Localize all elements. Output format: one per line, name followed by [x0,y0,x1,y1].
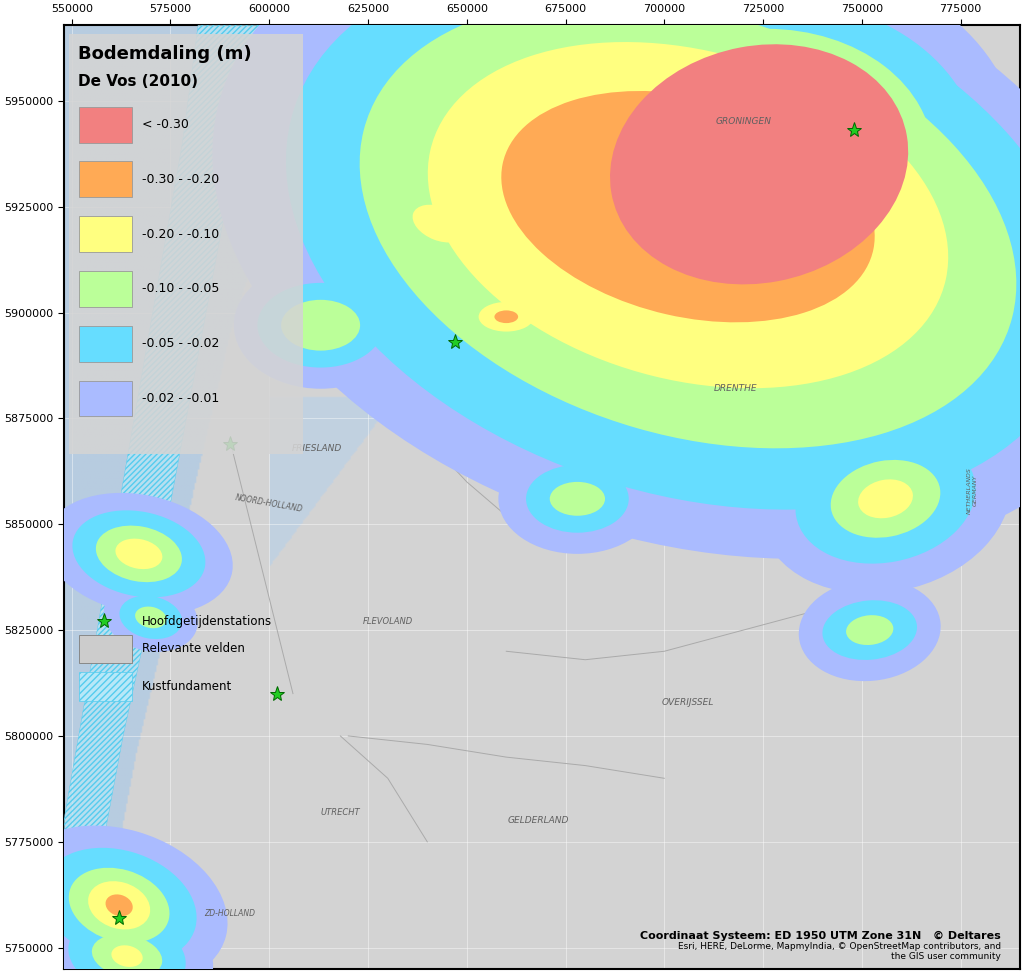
Ellipse shape [326,140,553,307]
Ellipse shape [286,0,1024,510]
Ellipse shape [10,825,227,973]
Ellipse shape [92,934,162,973]
Ellipse shape [601,29,933,283]
Text: -0.10 - -0.05: -0.10 - -0.05 [142,282,219,296]
Text: FRIESLAND: FRIESLAND [292,444,342,452]
Ellipse shape [633,58,886,245]
Text: GELDERLAND: GELDERLAND [507,816,568,825]
FancyBboxPatch shape [69,34,303,454]
Ellipse shape [212,0,1024,559]
Ellipse shape [96,525,182,582]
Ellipse shape [380,249,633,384]
Ellipse shape [355,162,522,284]
Text: -0.30 - -0.20: -0.30 - -0.20 [142,173,219,186]
Ellipse shape [420,270,593,363]
Text: -0.20 - -0.10: -0.20 - -0.10 [142,228,219,240]
Ellipse shape [478,302,534,332]
Ellipse shape [822,600,918,660]
Ellipse shape [502,91,874,322]
Text: Esri, HERE, DeLorme, MapmyIndia, © OpenStreetMap contributors, and
the GIS user : Esri, HERE, DeLorme, MapmyIndia, © OpenS… [678,942,1000,961]
Text: UTRECHT: UTRECHT [321,808,360,816]
Ellipse shape [112,946,142,967]
FancyBboxPatch shape [79,380,132,416]
Ellipse shape [359,0,1017,449]
Ellipse shape [550,482,605,516]
Text: ZD-HOLLAND: ZD-HOLLAND [204,910,255,919]
FancyBboxPatch shape [79,216,132,252]
Polygon shape [63,24,269,969]
Ellipse shape [858,480,913,519]
Ellipse shape [796,434,976,563]
Text: Relevante velden: Relevante velden [142,642,245,655]
Ellipse shape [413,204,466,242]
Text: NOORD-HOLLAND: NOORD-HOLLAND [234,492,304,514]
Ellipse shape [45,493,232,615]
Ellipse shape [830,460,940,538]
Ellipse shape [88,882,151,929]
Ellipse shape [462,7,978,381]
FancyBboxPatch shape [79,271,132,306]
Ellipse shape [386,186,493,262]
Ellipse shape [799,579,941,681]
Text: DRENTHE: DRENTHE [714,384,757,393]
Ellipse shape [428,42,948,388]
Ellipse shape [69,868,170,943]
Text: -0.02 - -0.01: -0.02 - -0.01 [142,392,219,405]
Ellipse shape [546,0,1020,342]
Ellipse shape [526,465,629,532]
Text: -0.05 - -0.02: -0.05 - -0.02 [142,338,219,350]
Ellipse shape [135,606,166,629]
Ellipse shape [451,287,561,346]
FancyBboxPatch shape [79,672,132,701]
Text: < -0.30: < -0.30 [142,118,189,131]
Ellipse shape [569,0,980,321]
Ellipse shape [103,583,198,652]
Text: Bodemdaling (m): Bodemdaling (m) [78,46,252,63]
Ellipse shape [69,917,185,973]
Text: FLEVOLAND: FLEVOLAND [362,617,413,626]
Ellipse shape [672,96,814,198]
Ellipse shape [412,0,1024,430]
Ellipse shape [233,262,408,389]
Ellipse shape [41,895,213,973]
Ellipse shape [495,310,518,323]
FancyBboxPatch shape [79,634,132,663]
Ellipse shape [120,595,182,639]
Text: Hoofdgetijdenstations: Hoofdgetijdenstations [142,615,272,628]
Ellipse shape [760,404,1011,594]
Ellipse shape [73,511,206,597]
Ellipse shape [610,44,908,284]
Text: NETHERLANDS
GERMANY: NETHERLANDS GERMANY [967,467,978,514]
Ellipse shape [42,847,197,963]
FancyBboxPatch shape [79,326,132,362]
Text: De Vos (2010): De Vos (2010) [78,74,199,89]
Ellipse shape [116,539,163,569]
Ellipse shape [105,894,133,917]
Text: Kustfundament: Kustfundament [142,680,232,693]
Ellipse shape [846,615,893,645]
Ellipse shape [257,283,384,368]
Text: Coordinaat Systeem: ED 1950 UTM Zone 31N   © Deltares: Coordinaat Systeem: ED 1950 UTM Zone 31N… [640,930,1000,941]
FancyBboxPatch shape [79,162,132,198]
Text: OVERIJSSEL: OVERIJSSEL [662,698,714,706]
Text: GRONINGEN: GRONINGEN [716,118,771,126]
Ellipse shape [499,444,656,554]
Ellipse shape [361,0,1024,474]
FancyBboxPatch shape [79,107,132,143]
Ellipse shape [282,300,360,350]
